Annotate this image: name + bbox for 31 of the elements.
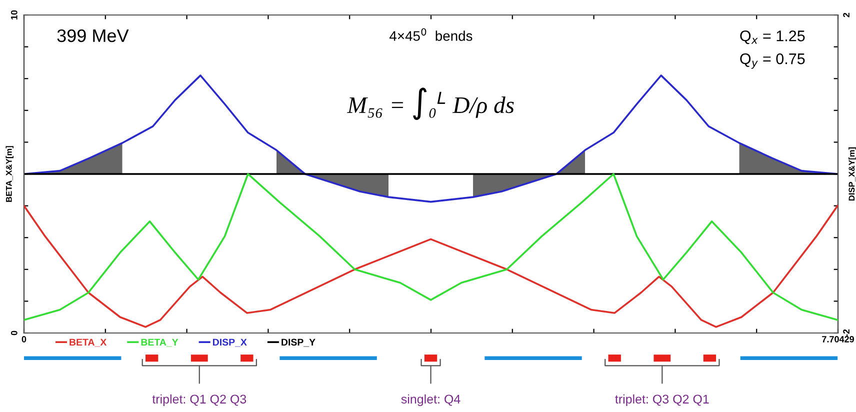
annotation: triplet: Q3 Q2 Q1: [615, 394, 709, 406]
y-tick-label: 10: [10, 10, 18, 20]
x-tick-label: 7.70429: [822, 336, 854, 342]
bar: [146, 354, 158, 362]
y2-axis-title: DISP_X&Y[m]: [848, 147, 856, 201]
y2-tick-label: 2: [843, 12, 850, 18]
bar: [703, 354, 716, 362]
bar: [484, 356, 582, 360]
annotation: 4×45$^{0}$ bends: [390, 28, 472, 41]
annotation: triplet: Q1 Q2 Q3: [152, 394, 246, 406]
y-axis-title: BETA_X&Y[m]: [6, 146, 14, 202]
bar: [190, 354, 208, 362]
annotation: singlet: Q4: [401, 394, 460, 406]
bar: [280, 356, 377, 360]
bar: [608, 354, 621, 362]
annotation: M₅₆ = ∫₀$^{L}$ D/ρ ds: [347, 88, 514, 120]
annotation: Q$_{y}$ = 0.75: [740, 53, 805, 69]
annotation: 399 MeV: [57, 29, 129, 42]
bar: [240, 354, 254, 362]
legend-label: DISP_X: [213, 338, 247, 347]
line-series: [24, 204, 838, 328]
line-series: [24, 173, 838, 321]
legend-label: BETA_X: [70, 338, 107, 347]
bar: [654, 354, 671, 362]
bar: [424, 354, 438, 362]
bar: [24, 356, 122, 360]
annotation: Q$_{x}$ = 1.25: [740, 30, 805, 44]
y2-tick-label: -2: [843, 329, 850, 337]
bar: [740, 356, 838, 360]
legend-label: DISP_Y: [282, 338, 316, 347]
legend-label: BETA_Y: [141, 338, 178, 347]
